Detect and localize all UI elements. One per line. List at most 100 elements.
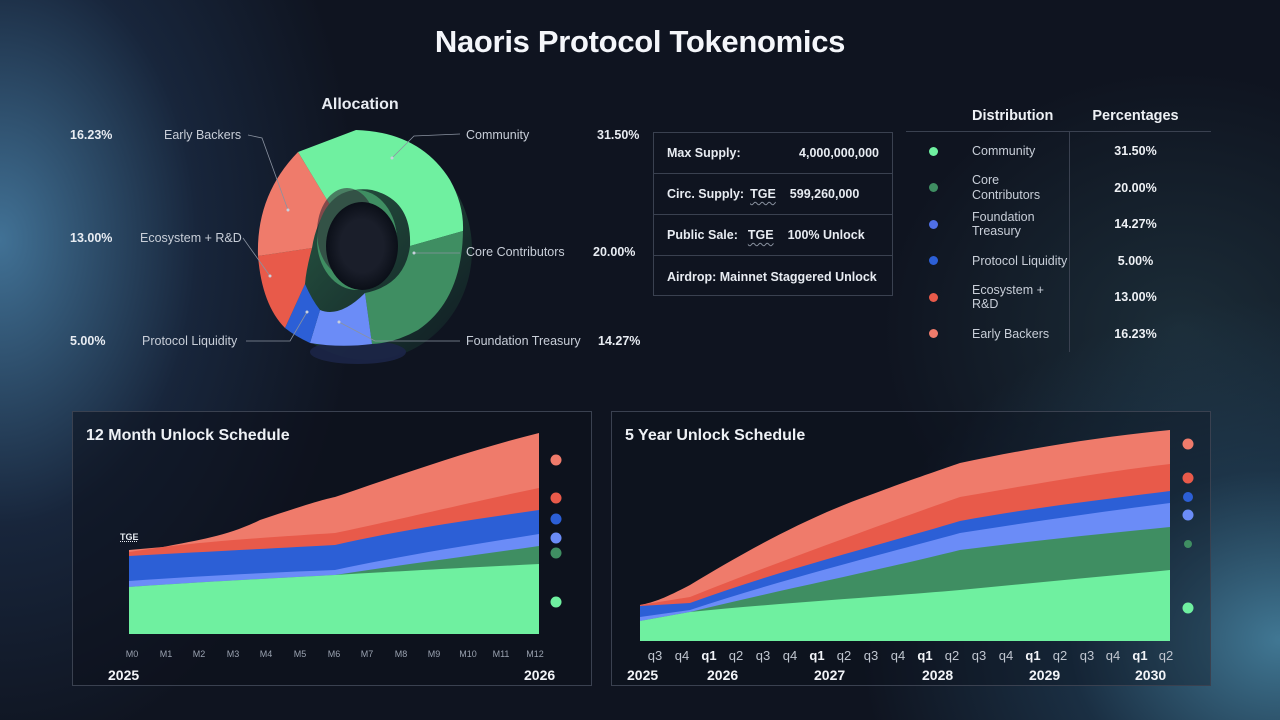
year-label: 2029 (1029, 667, 1061, 683)
x-tick: q4 (782, 648, 798, 663)
x-tick: q4 (890, 648, 906, 663)
row-name: Ecosystem + R&D (972, 282, 1044, 312)
row-pct: 5.00% (1117, 253, 1154, 268)
row-pct: 16.23% (1114, 326, 1157, 341)
year-chart-title: 5 Year Unlock Schedule (625, 427, 806, 444)
supply-row-max: Max Supply: 4,000,000,000 (654, 133, 892, 174)
year-label: 2025 (627, 667, 659, 683)
x-tick: q3 (863, 648, 879, 663)
distribution-header: Distribution Percentages (906, 100, 1211, 132)
x-tick: q2 (1158, 648, 1174, 663)
row-name: Core Contributors (972, 173, 1041, 202)
x-tick: q4 (1105, 648, 1121, 663)
x-tick: q1 (809, 648, 825, 663)
x-tick: M5 (293, 649, 307, 659)
x-tick: q1 (1025, 648, 1041, 663)
slice-ecosystem-rd (258, 248, 312, 328)
x-tick: M3 (226, 649, 240, 659)
label-ecosystem-rd: Ecosystem + R&D (140, 231, 242, 245)
label-core-contributors: Core Contributors (466, 245, 565, 259)
row-pct: 31.50% (1114, 144, 1157, 159)
x-tick: M8 (394, 649, 408, 659)
row-name: Foundation Treasury (972, 209, 1035, 239)
table-row: Ecosystem + R&D 13.00% (906, 279, 1211, 316)
pct-protocol-liquidity: 5.00% (70, 334, 106, 348)
slice-community (298, 130, 464, 246)
year-label: 2026 (707, 667, 739, 683)
tge-annotation: TGE (120, 532, 139, 542)
pct-community: 31.50% (597, 128, 640, 142)
header-percentages: Percentages (1092, 107, 1179, 124)
year-label: 2027 (814, 667, 846, 683)
supply-row-airdrop: Airdrop: Mainnet Staggered Unlock (654, 256, 892, 297)
supply-label: Circ. Supply: (667, 187, 745, 201)
x-tick: M7 (360, 649, 374, 659)
legend-dot-icon (928, 256, 938, 266)
x-tick: M11 (492, 649, 510, 659)
table-row: Early Backers 16.23% (906, 316, 1211, 353)
x-tick: M4 (259, 649, 273, 659)
x-tick: q2 (836, 648, 852, 663)
year-end: 2026 (524, 667, 556, 683)
month-chart-title: 12 Month Unlock Schedule (86, 427, 290, 444)
supply-value: 100% Unlock (787, 228, 865, 242)
slice-foundation-treasury (310, 293, 372, 346)
table-row: Community 31.50% (906, 133, 1211, 170)
supply-value: 599,260,000 (789, 187, 860, 201)
row-name: Community (972, 144, 1036, 158)
supply-info-box: Max Supply: 4,000,000,000 Circ. Supply: … (653, 132, 893, 296)
row-pct: 14.27% (1114, 217, 1157, 232)
pct-core-contributors: 20.00% (593, 245, 636, 259)
tge-tag: TGE (747, 228, 774, 242)
supply-value: 4,000,000,000 (799, 146, 879, 160)
year-label: 2028 (922, 667, 954, 683)
table-row: Protocol Liquidity 5.00% (906, 243, 1211, 280)
x-tick: q3 (971, 648, 987, 663)
x-tick: q1 (917, 648, 933, 663)
pct-early-backers: 16.23% (70, 128, 113, 142)
x-tick: q2 (728, 648, 744, 663)
x-tick: q1 (701, 648, 717, 663)
slice-core-contributors (365, 231, 463, 344)
x-tick: M6 (327, 649, 341, 659)
year-label: 2030 (1135, 667, 1167, 683)
supply-label: Public Sale: (667, 228, 738, 242)
tge-tag: TGE (750, 187, 776, 201)
x-tick: q4 (998, 648, 1014, 663)
page-title: Naoris Protocol Tokenomics (434, 24, 846, 59)
row-name: Protocol Liquidity (972, 253, 1068, 268)
x-tick: M12 (526, 649, 544, 659)
supply-row-circ: Circ. Supply: TGE 599,260,000 (654, 174, 892, 215)
table-row: Foundation Treasury 14.27% (906, 206, 1211, 243)
row-pct: 13.00% (1114, 290, 1157, 305)
supply-label: Airdrop: Mainnet Staggered Unlock (667, 269, 877, 284)
supply-label: Max Supply: (667, 146, 741, 160)
legend-dot-icon (928, 292, 938, 302)
header-distribution: Distribution (972, 107, 1054, 124)
column-divider (1069, 132, 1070, 352)
slice-protocol-liquidity (285, 284, 320, 343)
x-tick: M1 (159, 649, 173, 659)
x-tick: q1 (1132, 648, 1148, 663)
x-tick: q2 (1052, 648, 1068, 663)
x-tick: q3 (755, 648, 771, 663)
pct-foundation-treasury: 14.27% (598, 334, 641, 348)
pct-ecosystem-rd: 13.00% (70, 231, 113, 245)
label-early-backers: Early Backers (164, 128, 242, 142)
legend-dot-icon (928, 329, 938, 339)
donut-slices (257, 130, 464, 346)
x-tick: q2 (944, 648, 960, 663)
x-tick: q3 (647, 648, 663, 663)
legend-dot-icon (928, 219, 938, 229)
slice-early-backers (257, 152, 330, 256)
x-tick: q3 (1079, 648, 1095, 663)
x-tick: M9 (427, 649, 441, 659)
x-tick: M10 (459, 649, 477, 659)
distribution-table: Distribution Percentages Community 31.50… (906, 100, 1211, 352)
legend-dot-icon (928, 146, 938, 156)
x-tick: q4 (674, 648, 690, 663)
x-tick: M0 (125, 649, 139, 659)
